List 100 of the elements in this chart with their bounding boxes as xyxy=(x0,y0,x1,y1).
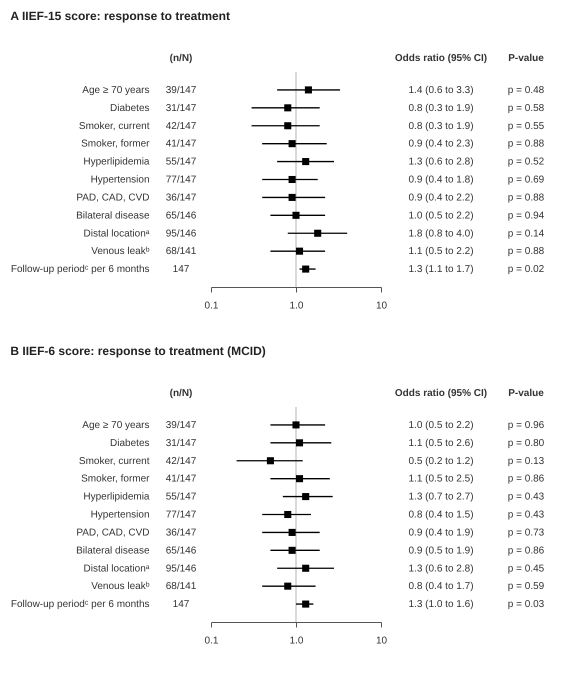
y-tick-label: Smoker, former xyxy=(81,138,150,150)
data-label: 0.5 (0.2 to 1.2) xyxy=(408,456,474,467)
point xyxy=(288,528,296,536)
text: p = 0.80 xyxy=(508,438,545,449)
data-label: 1.1 (0.5 to 2.6) xyxy=(408,438,474,449)
text: (n/N) xyxy=(170,53,192,64)
text: 36/147 xyxy=(166,527,197,538)
text: 55/147 xyxy=(166,492,197,503)
text: 39/147 xyxy=(166,420,197,431)
text: p = 0.14 xyxy=(508,228,545,240)
text: p = 0.96 xyxy=(508,420,545,431)
text: 65/146 xyxy=(166,545,197,556)
text: 41/147 xyxy=(166,138,197,150)
text: p = 0.45 xyxy=(508,563,545,574)
data-label: 0.9 (0.4 to 2.2) xyxy=(408,192,474,204)
y-tick-label: Hyperlipidemia xyxy=(83,492,150,503)
text: 95/146 xyxy=(166,563,197,574)
text: p = 0.03 xyxy=(508,599,545,610)
x-tick-label: 1.0 xyxy=(290,636,304,646)
point xyxy=(292,212,300,219)
y-tick-label: Smoker, current xyxy=(78,456,150,467)
point xyxy=(288,194,296,201)
text: 42/147 xyxy=(166,456,197,467)
y-tick-label: Venous leakᵇ xyxy=(91,246,150,258)
text: 31/147 xyxy=(166,438,197,449)
y-tick-label: Smoker, current xyxy=(78,120,150,132)
x-tick-label: 10 xyxy=(376,300,388,312)
x-tick-label: 1.0 xyxy=(290,300,304,312)
data-label: 0.9 (0.4 to 1.8) xyxy=(408,174,474,186)
point xyxy=(288,546,296,554)
data-label: 0.8 (0.4 to 1.7) xyxy=(408,581,474,592)
x-tick-label: 10 xyxy=(376,636,388,646)
point xyxy=(296,475,304,482)
point xyxy=(296,439,304,446)
text: p = 0.02 xyxy=(508,264,545,276)
point xyxy=(302,493,310,500)
text: 41/147 xyxy=(166,474,197,485)
y-tick-label: Age ≥ 70 years xyxy=(82,84,150,96)
data-label: 0.9 (0.4 to 1.9) xyxy=(408,527,474,538)
point xyxy=(284,510,292,518)
y-tick-label: Follow-up periodᶜ per 6 months xyxy=(10,264,150,276)
text: p = 0.55 xyxy=(508,120,545,132)
point xyxy=(302,266,310,273)
y-tick-label: Hyperlipidemia xyxy=(83,156,150,168)
text: 65/146 xyxy=(166,210,197,222)
y-tick-label: Diabetes xyxy=(110,102,150,114)
data-label: 1.1 (0.5 to 2.5) xyxy=(408,474,474,485)
text: p = 0.58 xyxy=(508,102,545,114)
y-tick-label: PAD, CAD, CVD xyxy=(76,527,150,538)
data-label: 0.9 (0.5 to 1.9) xyxy=(408,545,474,556)
point xyxy=(302,158,310,166)
point xyxy=(296,248,304,255)
data-label: 1.4 (0.6 to 3.3) xyxy=(408,84,474,96)
text: 42/147 xyxy=(166,120,197,132)
y-tick-label: Age ≥ 70 years xyxy=(82,420,150,431)
text: p = 0.13 xyxy=(508,456,545,467)
data-label: 1.3 (0.6 to 2.8) xyxy=(408,563,474,574)
point xyxy=(302,600,310,608)
text: p = 0.88 xyxy=(508,246,545,258)
point xyxy=(302,564,310,572)
data-label: 0.8 (0.3 to 1.9) xyxy=(408,120,474,132)
text: 55/147 xyxy=(166,156,197,168)
text: p = 0.48 xyxy=(508,84,545,96)
point xyxy=(284,122,292,130)
text: p = 0.94 xyxy=(508,210,545,222)
text: 68/141 xyxy=(166,581,197,592)
text: Odds ratio (95% CI) xyxy=(394,388,488,399)
text: 77/147 xyxy=(166,510,197,520)
x-tick-label: 0.1 xyxy=(204,300,219,312)
y-tick-label: Diabetes xyxy=(110,438,150,449)
text: p = 0.69 xyxy=(508,174,545,186)
text: Odds ratio (95% CI) xyxy=(394,53,488,64)
y-tick-label: Follow-up periodᶜ per 6 months xyxy=(10,599,150,610)
y-tick-label: Smoker, former xyxy=(81,474,150,485)
y-tick-label: Distal locationᵃ xyxy=(84,563,150,574)
chart-title: B IIEF-6 score: response to treatment (MCID) xyxy=(10,344,266,358)
data-label: 1.3 (1.1 to 1.7) xyxy=(408,264,474,276)
y-tick-label: Hypertension xyxy=(90,174,150,186)
point xyxy=(304,86,312,94)
data-label: 0.8 (0.4 to 1.5) xyxy=(408,510,474,520)
text: 36/147 xyxy=(166,192,197,204)
text: p = 0.88 xyxy=(508,192,545,204)
chart-title: A IIEF-15 score: response to treatment xyxy=(10,9,230,23)
text: P-value xyxy=(508,388,544,399)
data-label: 1.3 (1.0 to 1.6) xyxy=(408,599,474,610)
y-tick-label: Bilateral disease xyxy=(76,210,150,222)
y-tick-label: Hypertension xyxy=(90,510,150,520)
text: p = 0.59 xyxy=(508,581,545,592)
data-label: 1.0 (0.5 to 2.2) xyxy=(408,210,474,222)
point xyxy=(288,176,296,184)
data-label: 1.0 (0.5 to 2.2) xyxy=(408,420,474,431)
point xyxy=(284,104,292,112)
y-tick-label: Venous leakᵇ xyxy=(91,581,150,592)
data-label: 1.3 (0.7 to 2.7) xyxy=(408,492,474,503)
data-label: 0.8 (0.3 to 1.9) xyxy=(408,102,474,114)
text: 68/141 xyxy=(166,246,197,258)
text: p = 0.43 xyxy=(508,492,545,503)
point xyxy=(288,140,296,148)
data-label: 1.8 (0.8 to 4.0) xyxy=(408,228,474,240)
y-tick-label: PAD, CAD, CVD xyxy=(76,192,150,204)
